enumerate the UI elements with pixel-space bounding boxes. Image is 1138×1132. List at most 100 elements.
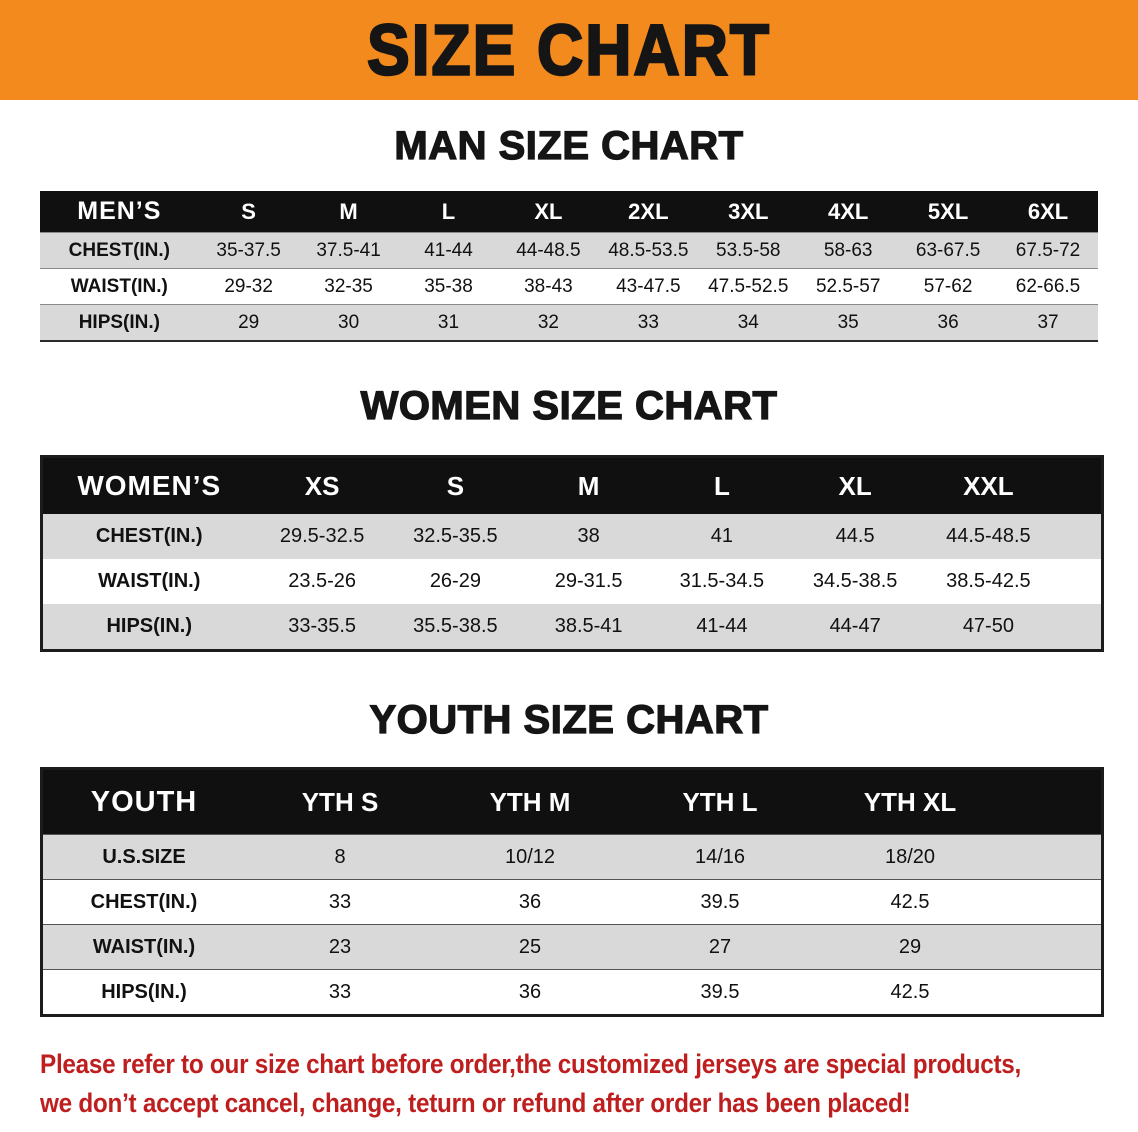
youth-size-table: YOUTH YTH S YTH M YTH L YTH XL U.S.SIZE 8 10/12… bbox=[40, 767, 1104, 1017]
table-row: U.S.SIZE 8 10/12 14/16 18/20 bbox=[43, 834, 1101, 879]
size-value-cell: 23 bbox=[328, 935, 352, 958]
size-value-cell: 29-32 bbox=[224, 275, 273, 297]
size-value-cell: 47-50 bbox=[962, 615, 1014, 637]
table-row: WAIST(IN.) 23.5-26 26-29 29-31.5 31.5-34.5 34… bbox=[43, 559, 1101, 604]
size-value-cell: 43-47.5 bbox=[616, 275, 681, 297]
size-header-cell: S bbox=[446, 470, 465, 501]
page-title: SIZE CHART bbox=[366, 8, 771, 91]
size-value-cell: 42.5 bbox=[890, 980, 930, 1003]
size-value-cell: 34 bbox=[737, 311, 759, 333]
size-value-cell: 38.5-42.5 bbox=[946, 570, 1031, 592]
size-value-cell: 39.5 bbox=[700, 890, 740, 913]
women-section-heading: WOMEN SIZE CHART bbox=[360, 383, 778, 428]
table-row: HIPS(IN.) 29 30 31 32 33 34 35 36 37 bbox=[40, 304, 1098, 340]
size-value-cell: 42.5 bbox=[890, 890, 930, 913]
size-value-cell: 33 bbox=[328, 890, 352, 913]
size-header-cell: 2XL bbox=[628, 198, 669, 224]
size-value-cell: 34.5-38.5 bbox=[812, 570, 898, 592]
size-value-cell: 8 bbox=[334, 845, 346, 868]
size-value-cell: 53.5-58 bbox=[716, 239, 781, 261]
size-value-cell: 27 bbox=[708, 935, 732, 958]
size-value-cell: 31 bbox=[437, 311, 460, 333]
size-header-cell: YTH M bbox=[489, 786, 571, 817]
size-header-cell: YTH S bbox=[301, 786, 379, 817]
size-value-cell: 26-29 bbox=[429, 570, 481, 592]
women-size-table: WOMEN’S XS S M L XL XXL CHEST(IN.) 29.5-32.5 32.5… bbox=[40, 455, 1104, 652]
size-value-cell: 18/20 bbox=[884, 845, 936, 868]
size-value-cell: 57-62 bbox=[923, 275, 973, 297]
row-label: HIPS(IN.) bbox=[78, 311, 160, 333]
size-header-cell: S bbox=[241, 198, 256, 224]
size-header-cell: M bbox=[577, 470, 600, 501]
size-value-cell: 48.5-53.5 bbox=[608, 239, 689, 261]
size-value-cell: 37.5-41 bbox=[316, 239, 381, 261]
table-row: HIPS(IN.) 33 36 39.5 42.5 bbox=[43, 969, 1101, 1014]
size-value-cell: 35 bbox=[837, 311, 859, 333]
size-value-cell: 29-31.5 bbox=[554, 570, 623, 592]
size-value-cell: 32-35 bbox=[324, 275, 373, 297]
size-value-cell: 32 bbox=[537, 311, 559, 333]
size-value-cell: 33-35.5 bbox=[288, 615, 357, 637]
size-value-cell: 31.5-34.5 bbox=[679, 570, 765, 592]
table-row: WAIST(IN.) 29-32 32-35 35-38 38-43 43-47.5 47.… bbox=[40, 268, 1098, 304]
table-row: CHEST(IN.) 33 36 39.5 42.5 bbox=[43, 879, 1101, 924]
men-section: MAN SIZE CHART MEN’S S M L XL 2XL 3XL 4XL 5XL 6XL… bbox=[0, 123, 1138, 342]
row-label: U.S.SIZE bbox=[102, 845, 186, 868]
size-header-cell: L bbox=[713, 470, 730, 501]
size-value-cell: 38-43 bbox=[524, 275, 573, 297]
size-value-cell: 29.5-32.5 bbox=[279, 525, 365, 547]
table-header-row: MEN’S S M L XL 2XL 3XL 4XL 5XL 6XL bbox=[40, 191, 1098, 232]
size-value-cell: 35-38 bbox=[424, 275, 473, 297]
size-value-cell: 38 bbox=[577, 525, 600, 547]
notice-line-2: we don’t accept cancel, change, teturn o… bbox=[40, 1088, 911, 1119]
table-corner-label: WOMEN’S bbox=[77, 470, 222, 501]
men-size-table: MEN’S S M L XL 2XL 3XL 4XL 5XL 6XL CHEST(IN.) 35-37… bbox=[40, 191, 1098, 342]
size-header-cell: 3XL bbox=[728, 198, 769, 224]
size-value-cell: 33 bbox=[637, 311, 659, 333]
size-value-cell: 63-67.5 bbox=[915, 239, 981, 261]
size-value-cell: 41-44 bbox=[424, 239, 473, 261]
size-value-cell: 38.5-41 bbox=[554, 615, 623, 637]
notice-line-1: Please refer to our size chart before or… bbox=[40, 1049, 1022, 1079]
order-notice: Please refer to our size chart before or… bbox=[40, 1045, 1098, 1123]
table-header-row: YOUTH YTH S YTH M YTH L YTH XL bbox=[43, 770, 1101, 834]
size-header-cell: XS bbox=[304, 470, 340, 501]
size-value-cell: 35-37.5 bbox=[216, 239, 281, 261]
row-label: CHEST(IN.) bbox=[68, 239, 170, 261]
size-value-cell: 25 bbox=[518, 935, 542, 958]
title-banner: SIZE CHART bbox=[0, 0, 1138, 100]
row-label: CHEST(IN.) bbox=[95, 525, 203, 547]
row-label: CHEST(IN.) bbox=[90, 890, 198, 913]
table-row: WAIST(IN.) 23 25 27 29 bbox=[43, 924, 1101, 969]
size-value-cell: 36 bbox=[518, 890, 542, 913]
table-row: CHEST(IN.) 35-37.5 37.5-41 41-44 44-48.5 48.5… bbox=[40, 232, 1098, 268]
size-value-cell: 44.5-48.5 bbox=[946, 525, 1031, 547]
table-header-row: WOMEN’S XS S M L XL XXL bbox=[43, 458, 1101, 514]
size-value-cell: 44-48.5 bbox=[516, 239, 581, 261]
size-value-cell: 29 bbox=[898, 935, 922, 958]
size-value-cell: 36 bbox=[937, 311, 959, 333]
size-value-cell: 36 bbox=[518, 980, 542, 1003]
size-value-cell: 44.5 bbox=[835, 525, 875, 547]
size-header-cell: XL bbox=[534, 198, 563, 224]
size-value-cell: 47.5-52.5 bbox=[708, 275, 789, 297]
row-label: WAIST(IN.) bbox=[98, 570, 201, 592]
size-value-cell: 62-66.5 bbox=[1015, 275, 1081, 297]
size-header-cell: YTH XL bbox=[863, 786, 957, 817]
size-value-cell: 44-47 bbox=[829, 615, 881, 637]
row-label: HIPS(IN.) bbox=[101, 980, 187, 1003]
size-value-cell: 29 bbox=[238, 311, 260, 333]
size-value-cell: 14/16 bbox=[694, 845, 746, 868]
youth-section-heading: YOUTH SIZE CHART bbox=[369, 697, 769, 742]
size-header-cell: M bbox=[339, 198, 358, 224]
women-section: WOMEN SIZE CHART WOMEN’S XS S M L XL XXL CHEST(… bbox=[0, 383, 1138, 652]
size-value-cell: 33 bbox=[328, 980, 352, 1003]
size-header-cell: 6XL bbox=[1027, 198, 1069, 224]
row-label: WAIST(IN.) bbox=[92, 935, 196, 958]
size-value-cell: 52.5-57 bbox=[815, 275, 881, 297]
table-row: HIPS(IN.) 33-35.5 35.5-38.5 38.5-41 41-44 44-… bbox=[43, 604, 1101, 649]
size-value-cell: 39.5 bbox=[700, 980, 740, 1003]
size-value-cell: 37 bbox=[1037, 311, 1059, 333]
size-header-cell: XL bbox=[838, 470, 872, 501]
